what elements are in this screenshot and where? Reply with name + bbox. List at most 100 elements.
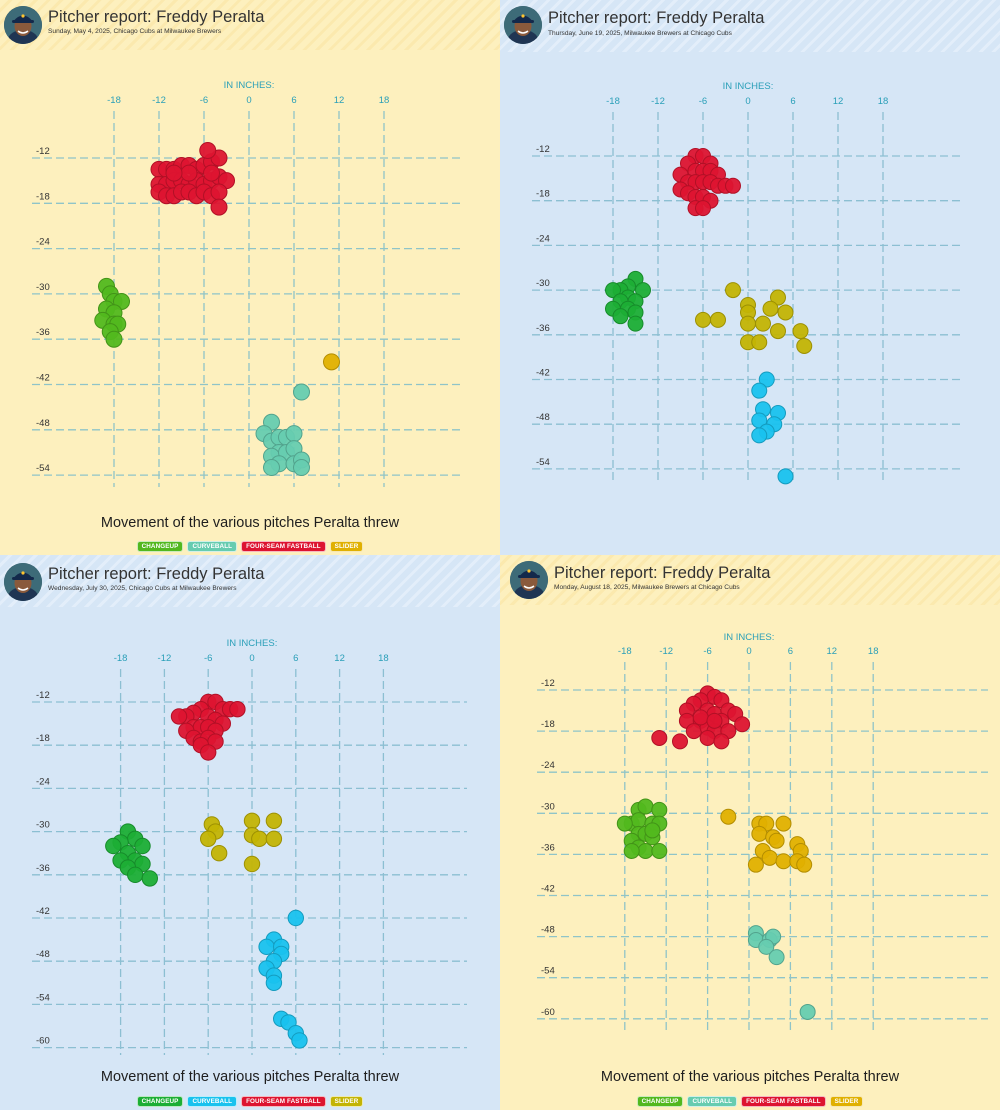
- pitch-point: [699, 729, 716, 746]
- series-changeup: [94, 277, 130, 348]
- report-title: Pitcher report: Freddy Peralta: [548, 9, 765, 27]
- pitch-point: [210, 183, 228, 201]
- y-tick-label: -24: [36, 237, 50, 248]
- x-tick-label: -18: [107, 95, 121, 106]
- y-tick-label: -36: [541, 842, 555, 853]
- pitch-point: [635, 282, 651, 299]
- pitch-point: [605, 282, 621, 299]
- pitch-point: [777, 468, 794, 485]
- x-tick-label: 18: [878, 96, 889, 107]
- legend-item-slider: SLIDER: [329, 1096, 364, 1107]
- pitch-point: [293, 383, 310, 401]
- pitch-point: [105, 837, 122, 855]
- pitch-point: [777, 304, 794, 321]
- pitch-point: [265, 830, 283, 847]
- grid-lines: [532, 112, 962, 482]
- pitch-point: [210, 198, 228, 216]
- legend-item-slider: SLIDER: [329, 541, 364, 552]
- pitch-point: [747, 856, 764, 873]
- y-tick-label: -42: [36, 373, 50, 384]
- pitch-point: [799, 1003, 816, 1020]
- y-tick-label: -18: [36, 191, 50, 202]
- y-tick-label: -60: [541, 1007, 555, 1018]
- pitch-point: [210, 845, 228, 862]
- x-tick-label: -6: [204, 653, 212, 664]
- pitch-point: [200, 830, 217, 847]
- x-tick-label: -12: [158, 653, 172, 664]
- legend: CHANGEUP CURVEBALL FOUR-SEAM FASTBALL SLIDE…: [0, 1096, 500, 1107]
- legend-item-slider: SLIDER: [829, 1096, 864, 1107]
- scatter-plot: IN INCHES: -18 -12 -6 0 6 12 18 -12 -18 -24 -30 -36 -…: [32, 80, 462, 487]
- pitch-point: [761, 849, 778, 866]
- y-tick-label: -48: [536, 412, 550, 423]
- chart-caption: Movement of the various pitches Peralta …: [100, 1069, 400, 1085]
- x-tick-label: 0: [745, 96, 750, 107]
- report-subtitle: Thursday, June 19, 2025, Milwaukee Brewe…: [548, 30, 732, 37]
- y-tick-label: -30: [536, 278, 550, 289]
- y-tick-label: -42: [536, 368, 550, 379]
- series-four-seam: [672, 148, 741, 217]
- x-tick-label: 18: [379, 95, 390, 106]
- series-slider: [720, 808, 813, 873]
- series-slider: [695, 282, 813, 354]
- legend-item-four-seam-fastball: FOUR-SEAM FASTBALL: [241, 541, 326, 552]
- y-tick-label: -48: [541, 925, 555, 936]
- pitch-point: [751, 382, 768, 399]
- y-tick-label: -12: [541, 678, 555, 689]
- pitch-point: [637, 798, 654, 815]
- pitch-point: [180, 164, 198, 182]
- pitch-point: [637, 842, 654, 859]
- y-tick-label: -42: [36, 906, 50, 917]
- report-subtitle: Sunday, May 4, 2025, Chicago Cubs at Mil…: [48, 28, 222, 35]
- y-tick-label: -24: [36, 776, 50, 787]
- chart-panel-july: Pitcher report: Freddy Peralta Wednesday…: [0, 555, 500, 1110]
- series-curveball: [747, 925, 816, 1020]
- scatter-plot: IN INCHES: -18 -12 -6 0 6 12 18 -12 -18 -24 -30 -36 -…: [532, 81, 962, 485]
- chart-caption: Movement of the various pitches Peralta …: [100, 515, 400, 531]
- axis-unit-label: IN INCHES:: [724, 632, 775, 643]
- pitch-point: [243, 855, 261, 873]
- pitch-point: [734, 716, 751, 733]
- y-tick-label: -42: [541, 884, 555, 895]
- legend-item-curveball: CURVEBALL: [687, 1096, 738, 1107]
- axis-unit-label: IN INCHES:: [224, 80, 275, 91]
- pitch-point: [265, 812, 283, 829]
- pitch-point: [623, 842, 640, 859]
- legend-item-curveball: CURVEBALL: [187, 541, 238, 552]
- x-tick-label: 18: [378, 653, 389, 664]
- pitcher-photo-icon: [510, 561, 548, 599]
- legend: CHANGEUP CURVEBALL FOUR-SEAM FASTBALL SLIDE…: [500, 1096, 1000, 1107]
- pitch-point: [627, 315, 644, 332]
- series-slider: [323, 353, 340, 371]
- y-tick-label: -24: [536, 233, 550, 244]
- pitch-point: [751, 334, 768, 351]
- y-tick-label: -54: [536, 457, 550, 468]
- pitch-point: [695, 200, 711, 217]
- series-four-seam-fastball: [150, 141, 235, 216]
- y-tick-label: -36: [36, 327, 50, 338]
- pitch-point: [263, 459, 280, 477]
- y-tick-label: -54: [541, 966, 555, 977]
- series-slider: [200, 812, 283, 873]
- x-tick-label: -18: [114, 653, 128, 664]
- axis-unit-label: IN INCHES:: [227, 638, 278, 649]
- pitch-point: [287, 909, 304, 927]
- pitch-point: [141, 870, 159, 887]
- chart-panel-august: Pitcher report: Freddy Peralta Monday, A…: [500, 555, 1000, 1110]
- x-tick-label: 0: [249, 653, 254, 664]
- x-tick-label: 12: [833, 96, 844, 107]
- pitch-point: [685, 723, 702, 740]
- x-tick-label: 6: [788, 646, 793, 657]
- legend-item-changeup: CHANGEUP: [636, 1096, 684, 1107]
- y-tick-label: -36: [536, 323, 550, 334]
- pitch-point: [768, 832, 785, 849]
- series-curveball: [751, 371, 794, 485]
- pitch-point: [758, 938, 775, 955]
- panel-header: [0, 555, 500, 607]
- pitcher-photo-icon: [504, 6, 542, 44]
- pitcher-avatar: [510, 561, 548, 599]
- y-tick-label: -48: [36, 418, 50, 429]
- pitch-point: [105, 330, 123, 348]
- panel-header: [0, 0, 500, 50]
- pitcher-avatar: [4, 563, 42, 601]
